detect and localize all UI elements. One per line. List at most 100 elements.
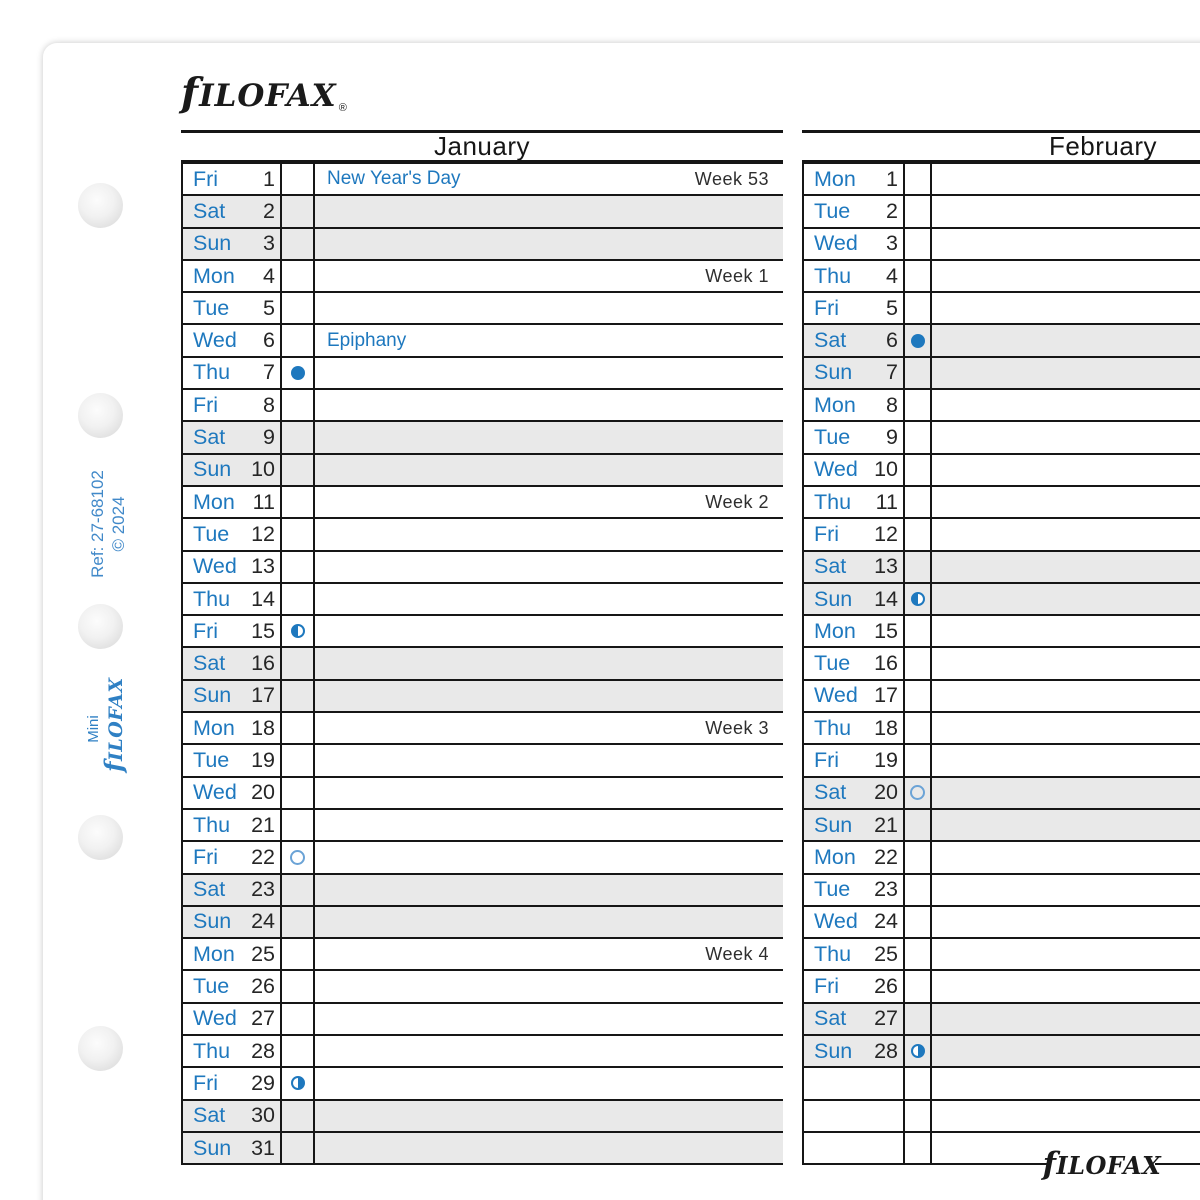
day-row-feb-6: Sat 6 (804, 325, 1200, 358)
moon-phase-cell (903, 1036, 932, 1067)
moon-phase-icon-open (910, 785, 925, 801)
day-row-jan-24: Sun 24 (183, 906, 783, 940)
day-cell: Wed 10 (804, 455, 903, 485)
day-cell: Thu 14 (183, 584, 280, 614)
day-name-label: Wed (193, 1006, 237, 1031)
binder-hole (78, 604, 123, 649)
day-name-label: Fri (193, 618, 219, 643)
moon-phase-cell (903, 486, 932, 518)
day-number: 1 (263, 166, 275, 191)
day-cell: Sat 30 (183, 1101, 280, 1131)
day-name-label: Fri (193, 844, 219, 869)
moon-phase-cell (280, 486, 315, 518)
day-row-jan-18: Mon 18 Week 3 (183, 713, 783, 746)
day-cell: Tue 23 (804, 875, 903, 905)
moon-phase-cell (903, 228, 932, 259)
note-cell (315, 616, 783, 646)
note-cell (932, 907, 1200, 937)
day-cell: Fri 5 (804, 293, 903, 323)
note-cell (932, 455, 1200, 485)
day-cell: Sun 31 (183, 1133, 280, 1163)
day-number: 18 (251, 715, 275, 740)
day-number: 20 (874, 780, 898, 805)
day-number: 26 (251, 974, 275, 999)
note-cell (315, 1004, 783, 1034)
february-rows: Mon 1 Tue 2 Wed 3 Thu 4 Fri 5 Sat 6 Sun 7 Mon 8 Tue 9 Wed 1… (802, 164, 1200, 1166)
note-cell (932, 519, 1200, 549)
moon-phase-cell (903, 357, 932, 389)
day-name-label: Tue (814, 198, 851, 223)
note-cell (315, 971, 783, 1001)
day-cell: Wed 20 (183, 778, 280, 808)
day-row-jan-13: Wed 13 (183, 551, 783, 584)
january-rows: Fri 1 New Year's Day Week 53 Sat 2 Sun 3 Mon 4 Wee… (181, 164, 783, 1166)
day-number: 14 (251, 586, 275, 611)
binder-hole (78, 815, 123, 860)
day-cell: Sat 2 (183, 196, 280, 226)
moon-phase-cell (903, 713, 932, 744)
day-number: 27 (251, 1006, 275, 1031)
day-row-jan-1: Fri 1 New Year's Day Week 53 (183, 164, 783, 197)
day-cell: Tue 5 (183, 293, 280, 323)
moon-phase-cell (280, 1036, 315, 1067)
day-cell: Wed 17 (804, 681, 903, 711)
day-cell: Thu 11 (804, 487, 903, 517)
day-number: 16 (251, 651, 275, 676)
day-cell: Mon 18 (183, 713, 280, 743)
moon-phase-cell (903, 874, 932, 905)
day-cell: Fri 1 (183, 164, 280, 194)
day-cell: Sun 14 (804, 584, 903, 614)
moon-phase-cell (903, 906, 932, 938)
moon-phase-icon-open (290, 849, 305, 865)
day-row-feb-26: Fri 26 (804, 971, 1200, 1004)
day-name-label: Tue (814, 425, 851, 450)
holiday-label: Epiphany (327, 329, 407, 351)
day-row-jan-16: Sat 16 (183, 648, 783, 681)
day-name-label: Thu (814, 263, 852, 288)
note-cell (932, 681, 1200, 711)
day-number: 25 (874, 941, 898, 966)
day-name-label: Sat (814, 328, 847, 353)
registered-trademark-icon: ® (338, 101, 347, 114)
month-panel-february: February Mon 1 Tue 2 Wed 3 Thu 4 Fri 5 Sat 6 Sun 7 Mon… (802, 130, 1200, 1166)
note-cell: Week 3 (315, 713, 783, 743)
day-name-label: Tue (193, 521, 230, 546)
day-number: 4 (886, 263, 898, 288)
day-number: 9 (886, 425, 898, 450)
moon-phase-cell (903, 745, 932, 776)
day-cell: Sun 24 (183, 907, 280, 937)
day-row-feb-10: Wed 10 (804, 454, 1200, 487)
moon-phase-cell (280, 971, 315, 1002)
day-name-label: Sun (814, 360, 853, 385)
day-row-jan-25: Mon 25 Week 4 (183, 939, 783, 972)
blank-row (804, 1100, 1200, 1133)
day-cell: Tue 12 (183, 519, 280, 549)
day-row-jan-26: Tue 26 (183, 971, 783, 1004)
day-number: 17 (874, 683, 898, 708)
note-cell (932, 196, 1200, 226)
moon-phase-cell (280, 260, 315, 292)
day-number: 2 (886, 198, 898, 223)
day-cell: Sun 28 (804, 1036, 903, 1066)
note-cell: New Year's Day Week 53 (315, 164, 783, 194)
binder-hole (78, 393, 123, 438)
day-cell: Sat 16 (183, 648, 280, 678)
day-cell: Mon 22 (804, 842, 903, 872)
note-cell (932, 325, 1200, 355)
day-cell (804, 1101, 903, 1131)
day-row-feb-28: Sun 28 (804, 1036, 1200, 1069)
day-number: 10 (251, 457, 275, 482)
day-name-label: Fri (814, 521, 840, 546)
day-number: 15 (874, 618, 898, 643)
day-number: 11 (252, 489, 275, 514)
day-row-feb-8: Mon 8 (804, 390, 1200, 423)
day-name-label: Wed (193, 554, 237, 579)
day-name-label: Sat (814, 780, 847, 805)
note-cell (932, 358, 1200, 388)
day-name-label: Fri (814, 747, 840, 772)
day-row-jan-10: Sun 10 (183, 454, 783, 487)
day-name-label: Sat (814, 1006, 847, 1031)
day-cell: Thu 4 (804, 261, 903, 291)
day-number: 29 (251, 1070, 275, 1095)
day-name-label: Wed (193, 780, 237, 805)
